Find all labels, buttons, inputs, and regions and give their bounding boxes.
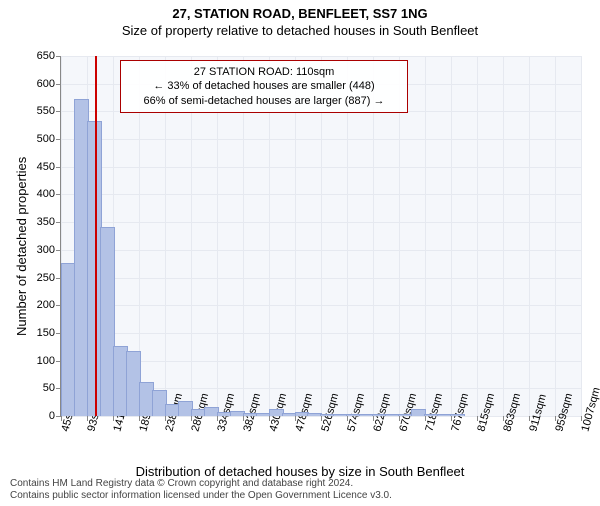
y-tick-label: 500 <box>37 133 61 145</box>
y-tick-label: 100 <box>37 355 61 367</box>
x-tick-label: 863sqm <box>502 392 524 433</box>
x-tick-label: 718sqm <box>423 392 445 433</box>
y-tick-label: 400 <box>37 188 61 200</box>
footer-line1: Contains HM Land Registry data © Crown c… <box>10 478 392 490</box>
y-tick-label: 600 <box>37 78 61 90</box>
grid-line-v <box>425 56 426 416</box>
x-tick-label: 815sqm <box>476 392 498 433</box>
y-tick-label: 450 <box>37 161 61 173</box>
y-tick-label: 350 <box>37 216 61 228</box>
chart-title: 27, STATION ROAD, BENFLEET, SS7 1NG <box>0 6 600 21</box>
x-tick-label: 959sqm <box>553 392 575 433</box>
grid-line-v <box>581 56 582 416</box>
x-tick-label: 526sqm <box>319 392 341 433</box>
grid-line-v <box>529 56 530 416</box>
chart-subtitle: Size of property relative to detached ho… <box>0 23 600 38</box>
chart-plot-area: 0501001502002503003504004505005506006504… <box>60 56 580 416</box>
annotation-box: 27 STATION ROAD: 110sqm ← 33% of detache… <box>120 60 408 113</box>
grid-line-v <box>555 56 556 416</box>
x-tick-label: 911sqm <box>528 393 550 433</box>
y-tick-label: 0 <box>49 410 61 422</box>
footer: Contains HM Land Registry data © Crown c… <box>10 478 392 502</box>
y-axis-label: Number of detached properties <box>14 157 29 336</box>
grid-line-v <box>451 56 452 416</box>
y-tick-label: 300 <box>37 244 61 256</box>
y-tick-label: 550 <box>37 105 61 117</box>
annotation-line2: ← 33% of detached houses are smaller (44… <box>129 79 399 93</box>
x-tick-label: 622sqm <box>371 392 393 433</box>
histogram-bar <box>450 414 465 416</box>
y-tick-label: 200 <box>37 299 61 311</box>
x-axis-label: Distribution of detached houses by size … <box>0 464 600 479</box>
y-tick-label: 250 <box>37 272 61 284</box>
marker-line <box>95 56 97 416</box>
y-tick-label: 50 <box>43 382 61 394</box>
x-tick-label: 1007sqm <box>579 386 600 433</box>
annotation-line1: 27 STATION ROAD: 110sqm <box>129 65 399 79</box>
grid-line-v <box>477 56 478 416</box>
x-tick-label: 767sqm <box>450 392 472 433</box>
y-tick-label: 150 <box>37 327 61 339</box>
footer-line2: Contains public sector information licen… <box>10 490 392 502</box>
annotation-line3: 66% of semi-detached houses are larger (… <box>129 94 399 108</box>
y-tick-label: 650 <box>37 50 61 62</box>
x-tick-label: 574sqm <box>345 392 367 433</box>
grid-line-v <box>503 56 504 416</box>
